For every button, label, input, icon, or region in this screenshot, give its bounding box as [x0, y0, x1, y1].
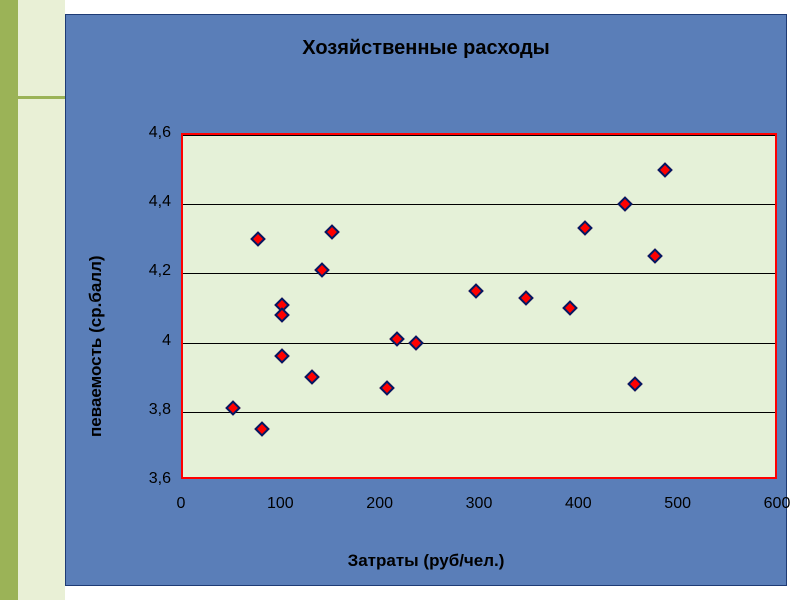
accent-bar: [18, 96, 65, 99]
slide-strip-dark: [0, 0, 18, 600]
scatter-point: [518, 290, 534, 306]
x-axis-label: Затраты (руб/чел.): [66, 551, 786, 571]
scatter-point: [324, 224, 340, 240]
scatter-point: [409, 335, 425, 351]
scatter-point: [255, 421, 271, 437]
scatter-point: [627, 376, 643, 392]
gridline: [183, 273, 775, 274]
x-tick-label: 0: [151, 495, 211, 513]
scatter-point: [314, 262, 330, 278]
gridline: [183, 343, 775, 344]
scatter-point: [275, 307, 291, 323]
x-tick-label: 200: [350, 495, 410, 513]
scatter-point: [563, 300, 579, 316]
y-axis-label: певаемость (ср.балл): [86, 255, 106, 437]
gridline: [183, 135, 775, 136]
chart-title: Хозяйственные расходы: [66, 37, 786, 60]
scatter-point: [250, 231, 266, 247]
scatter-point: [379, 380, 395, 396]
chart-panel: Хозяйственные расходы певаемость (ср.бал…: [65, 14, 787, 586]
y-tick-label: 4,6: [121, 124, 171, 142]
scatter-point: [389, 331, 405, 347]
slide: Хозяйственные расходы певаемость (ср.бал…: [0, 0, 800, 600]
y-tick-label: 4,2: [121, 262, 171, 280]
scatter-point: [617, 196, 633, 212]
scatter-point: [468, 283, 484, 299]
scatter-point: [275, 349, 291, 365]
x-tick-label: 100: [250, 495, 310, 513]
y-tick-label: 4: [121, 332, 171, 350]
x-tick-label: 600: [747, 495, 800, 513]
scatter-point: [647, 248, 663, 264]
scatter-point: [578, 221, 594, 237]
y-tick-label: 3,8: [121, 401, 171, 419]
x-tick-label: 400: [548, 495, 608, 513]
slide-strip-light: [18, 0, 65, 600]
scatter-point: [304, 369, 320, 385]
x-tick-label: 300: [449, 495, 509, 513]
scatter-point: [657, 162, 673, 178]
x-tick-label: 500: [648, 495, 708, 513]
gridline: [183, 412, 775, 413]
scatter-point: [225, 401, 241, 417]
gridline: [183, 204, 775, 205]
y-tick-label: 3,6: [121, 470, 171, 488]
y-tick-label: 4,4: [121, 193, 171, 211]
plot-area: [181, 133, 777, 479]
